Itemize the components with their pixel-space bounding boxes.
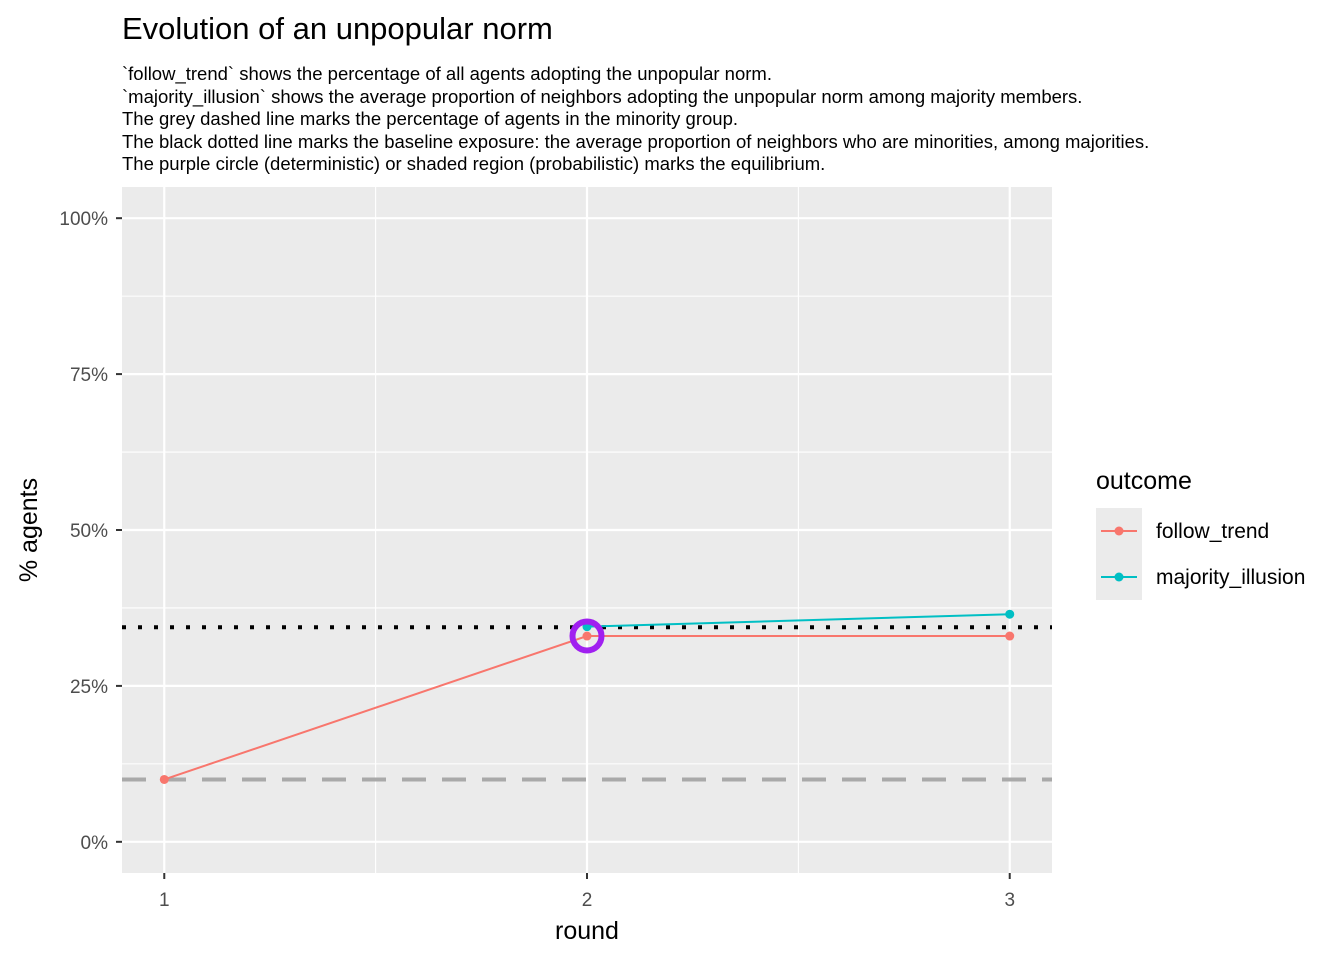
x-tick-label: 2	[582, 890, 593, 911]
y-tick-label: 100%	[59, 209, 108, 230]
data-point-follow-trend	[159, 774, 169, 784]
subtitle-line: `follow_trend` shows the percentage of a…	[122, 63, 772, 84]
data-point-follow-trend	[582, 631, 592, 641]
subtitle-line: The purple circle (deterministic) or sha…	[122, 153, 826, 175]
y-tick-label: 50%	[70, 521, 108, 542]
series-layer	[159, 609, 1015, 784]
data-point-follow-trend	[1005, 631, 1015, 641]
x-tick-label: 3	[1004, 890, 1015, 911]
legend-key-point	[1114, 572, 1124, 582]
grid-lines	[122, 187, 1052, 873]
legend-item-label: majority_illusion	[1156, 566, 1305, 589]
equilibrium-layer	[569, 618, 605, 654]
subtitle-line: The grey dashed line marks the percentag…	[122, 108, 738, 130]
x-tick-label: 1	[159, 890, 170, 911]
subtitle-line: The black dotted line marks the baseline…	[122, 130, 1150, 152]
equilibrium-circle	[569, 618, 605, 654]
legend: outcome follow_trend majority_illusion	[1096, 467, 1305, 600]
axes: 0% 25% 50% 75% 100% 1 2 3	[59, 209, 1015, 911]
chart-title: Evolution of an unpopular norm	[122, 11, 553, 46]
x-axis-title: round	[555, 917, 619, 945]
chart-subtitle: `follow_trend` shows the percentage of a…	[122, 63, 1149, 176]
data-point-majority-illusion	[1005, 609, 1015, 619]
y-axis-title: % agents	[15, 478, 43, 582]
legend-item-label: follow_trend	[1156, 520, 1269, 543]
y-tick-label: 0%	[81, 833, 109, 854]
legend-title: outcome	[1096, 467, 1192, 495]
y-tick-label: 25%	[70, 677, 108, 698]
legend-key-point	[1114, 526, 1124, 536]
y-tick-label: 75%	[70, 365, 108, 386]
subtitle-line: `majority_illusion` shows the average pr…	[122, 85, 1083, 107]
series-line-majority-illusion	[586, 613, 1010, 628]
